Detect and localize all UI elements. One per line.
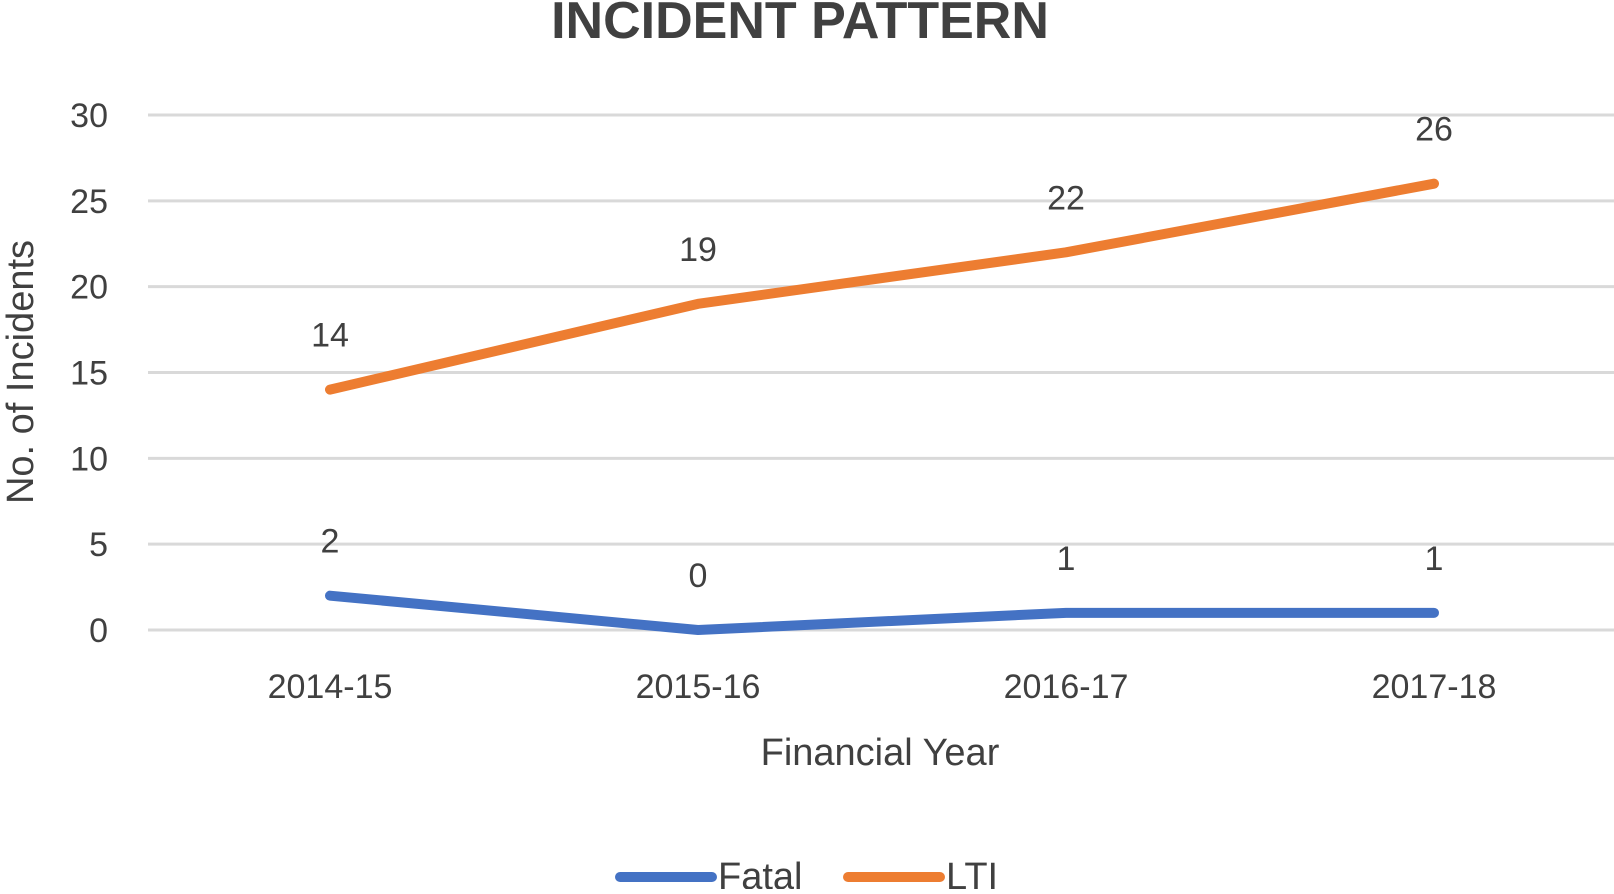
data-label-lti: 22: [1047, 179, 1085, 217]
x-tick-label: 2015-16: [636, 668, 761, 706]
x-axis-title: Financial Year: [761, 732, 1000, 774]
x-tick-label: 2014-15: [268, 668, 393, 706]
x-axis-tick-labels: 2014-15 2015-16 2016-17 2017-18: [268, 668, 1497, 706]
chart-title: INCIDENT PATTERN: [551, 0, 1049, 50]
data-label-lti: 14: [311, 317, 349, 355]
legend: Fatal LTI: [615, 856, 998, 894]
series-line-fatal: [325, 590, 1439, 635]
series-line-lti: [325, 178, 1439, 395]
data-label-lti: 26: [1415, 111, 1453, 149]
data-label-fatal: 0: [689, 557, 708, 595]
data-label-fatal: 1: [1057, 540, 1076, 578]
data-label-fatal: 1: [1425, 540, 1444, 578]
legend-label-lti: LTI: [946, 856, 998, 889]
y-tick-label: 5: [89, 526, 108, 564]
data-label-lti: 19: [679, 231, 717, 269]
series-lines: [325, 178, 1439, 635]
data-labels: 2 0 1 1 14 19 22 26: [311, 111, 1453, 595]
y-axis-tick-labels: 0 5 10 15 20 25 30: [70, 97, 108, 650]
y-tick-label: 30: [70, 97, 108, 135]
y-tick-label: 15: [70, 355, 108, 393]
x-tick-label: 2017-18: [1372, 668, 1497, 706]
y-tick-label: 25: [70, 183, 108, 221]
data-label-fatal: 2: [321, 523, 340, 561]
y-tick-label: 10: [70, 440, 108, 478]
legend-label-fatal: Fatal: [718, 856, 802, 889]
x-tick-label: 2016-17: [1004, 668, 1129, 706]
y-axis-title: No. of Incidents: [0, 240, 42, 504]
y-tick-label: 0: [89, 612, 108, 650]
y-tick-label: 20: [70, 269, 108, 307]
